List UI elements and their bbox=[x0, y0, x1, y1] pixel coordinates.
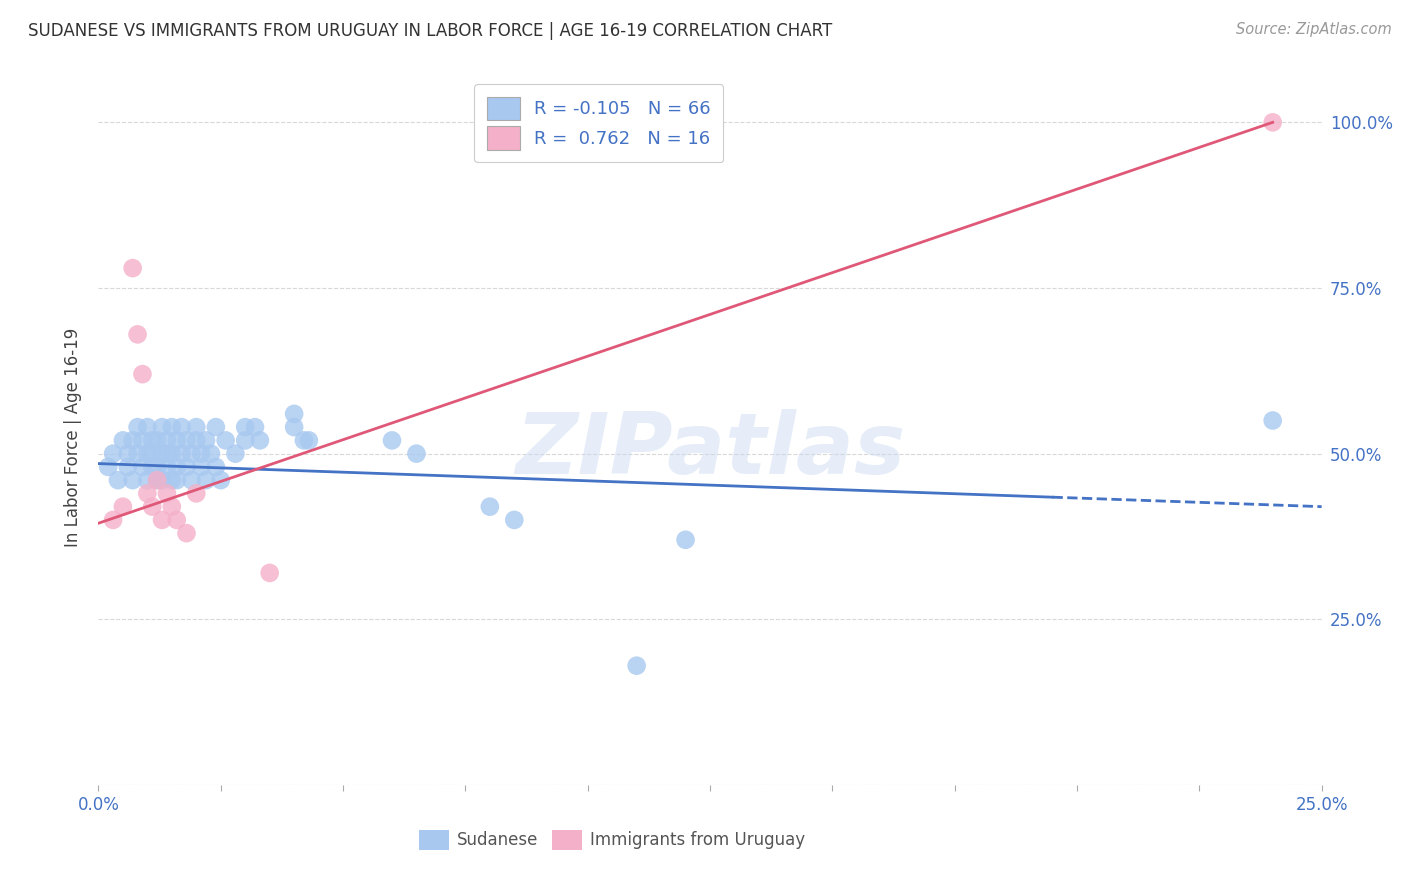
Point bbox=[156, 459, 179, 474]
Point bbox=[209, 473, 232, 487]
Point bbox=[131, 434, 153, 448]
Point bbox=[136, 420, 159, 434]
Point bbox=[200, 447, 222, 461]
Point bbox=[166, 434, 188, 448]
Point bbox=[176, 459, 198, 474]
Point bbox=[292, 434, 315, 448]
Point bbox=[243, 420, 266, 434]
Point bbox=[127, 327, 149, 342]
Point bbox=[150, 447, 173, 461]
Point bbox=[136, 473, 159, 487]
Point bbox=[97, 459, 120, 474]
Point bbox=[146, 473, 169, 487]
Point bbox=[180, 447, 202, 461]
Point bbox=[283, 407, 305, 421]
Legend: Sudanese, Immigrants from Uruguay: Sudanese, Immigrants from Uruguay bbox=[412, 823, 813, 856]
Point bbox=[190, 459, 212, 474]
Point bbox=[166, 513, 188, 527]
Point bbox=[146, 473, 169, 487]
Point bbox=[146, 459, 169, 474]
Point bbox=[503, 513, 526, 527]
Point bbox=[1261, 115, 1284, 129]
Point bbox=[131, 367, 153, 381]
Point bbox=[214, 434, 236, 448]
Point bbox=[101, 447, 124, 461]
Point bbox=[107, 473, 129, 487]
Point bbox=[205, 420, 228, 434]
Point bbox=[156, 434, 179, 448]
Point bbox=[166, 473, 188, 487]
Point bbox=[224, 447, 246, 461]
Y-axis label: In Labor Force | Age 16-19: In Labor Force | Age 16-19 bbox=[65, 327, 83, 547]
Point bbox=[160, 500, 183, 514]
Point bbox=[141, 434, 163, 448]
Point bbox=[117, 447, 139, 461]
Point bbox=[146, 434, 169, 448]
Point bbox=[160, 420, 183, 434]
Point bbox=[170, 420, 193, 434]
Point bbox=[170, 447, 193, 461]
Point bbox=[131, 459, 153, 474]
Point bbox=[127, 420, 149, 434]
Point bbox=[156, 486, 179, 500]
Point bbox=[381, 434, 404, 448]
Point bbox=[156, 447, 179, 461]
Point bbox=[249, 434, 271, 448]
Point bbox=[176, 526, 198, 541]
Point bbox=[180, 473, 202, 487]
Point bbox=[121, 261, 143, 276]
Text: SUDANESE VS IMMIGRANTS FROM URUGUAY IN LABOR FORCE | AGE 16-19 CORRELATION CHART: SUDANESE VS IMMIGRANTS FROM URUGUAY IN L… bbox=[28, 22, 832, 40]
Point bbox=[150, 420, 173, 434]
Text: ZIPatlas: ZIPatlas bbox=[515, 409, 905, 492]
Point bbox=[205, 459, 228, 474]
Point bbox=[111, 500, 134, 514]
Point bbox=[675, 533, 697, 547]
Point bbox=[195, 434, 218, 448]
Point bbox=[160, 447, 183, 461]
Point bbox=[141, 500, 163, 514]
Point bbox=[101, 513, 124, 527]
Point bbox=[186, 420, 208, 434]
Point bbox=[1261, 413, 1284, 427]
Point bbox=[117, 459, 139, 474]
Point bbox=[121, 473, 143, 487]
Point bbox=[111, 434, 134, 448]
Point bbox=[195, 473, 218, 487]
Point bbox=[127, 447, 149, 461]
Point bbox=[160, 473, 183, 487]
Point bbox=[259, 566, 281, 580]
Point bbox=[176, 434, 198, 448]
Point bbox=[121, 434, 143, 448]
Point bbox=[186, 434, 208, 448]
Point bbox=[298, 434, 321, 448]
Point bbox=[405, 447, 427, 461]
Point bbox=[626, 658, 648, 673]
Point bbox=[150, 473, 173, 487]
Point bbox=[186, 486, 208, 500]
Point bbox=[478, 500, 501, 514]
Point bbox=[136, 486, 159, 500]
Point bbox=[141, 459, 163, 474]
Point bbox=[190, 447, 212, 461]
Point bbox=[136, 447, 159, 461]
Point bbox=[141, 447, 163, 461]
Point bbox=[166, 459, 188, 474]
Point bbox=[283, 420, 305, 434]
Point bbox=[233, 434, 256, 448]
Point bbox=[150, 513, 173, 527]
Point bbox=[233, 420, 256, 434]
Text: Source: ZipAtlas.com: Source: ZipAtlas.com bbox=[1236, 22, 1392, 37]
